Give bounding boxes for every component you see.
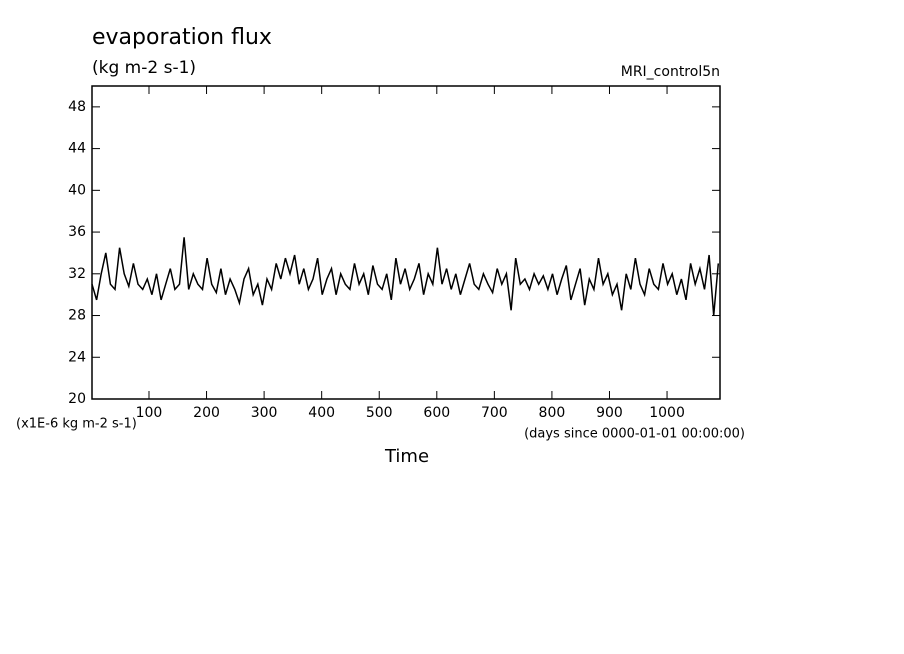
x-tick-label: 500 bbox=[366, 405, 393, 421]
x-tick-label: 400 bbox=[308, 405, 335, 421]
y-tick-label: 24 bbox=[68, 349, 86, 365]
x-units: (days since 0000-01-01 00:00:00) bbox=[524, 427, 745, 442]
plot-frame bbox=[91, 85, 721, 400]
x-tick-label: 900 bbox=[596, 405, 623, 421]
x-tick-label: 600 bbox=[423, 405, 450, 421]
x-tick-label: 800 bbox=[539, 405, 566, 421]
x-axis-label: Time bbox=[384, 446, 429, 467]
x-tick-label: 1000 bbox=[649, 405, 685, 421]
y-tick-label: 36 bbox=[68, 224, 86, 240]
chart-title: evaporation flux bbox=[92, 25, 272, 50]
data-line bbox=[91, 237, 720, 316]
x-tick-label: 700 bbox=[481, 405, 508, 421]
y-tick-label: 40 bbox=[68, 182, 86, 198]
x-tick-label: 100 bbox=[136, 405, 163, 421]
y-units: (x1E-6 kg m-2 s-1) bbox=[16, 417, 137, 432]
y-tick-label: 44 bbox=[68, 141, 86, 157]
chart-subtitle: (kg m-2 s-1) bbox=[92, 58, 196, 78]
y-tick-label: 32 bbox=[68, 266, 86, 282]
dataset-label: MRI_control5n bbox=[621, 64, 720, 80]
x-tick-label: 300 bbox=[251, 405, 278, 421]
y-tick-label: 20 bbox=[68, 391, 86, 407]
x-tick-label: 200 bbox=[193, 405, 220, 421]
y-tick-label: 48 bbox=[68, 99, 86, 115]
y-tick-label: 28 bbox=[68, 308, 86, 324]
